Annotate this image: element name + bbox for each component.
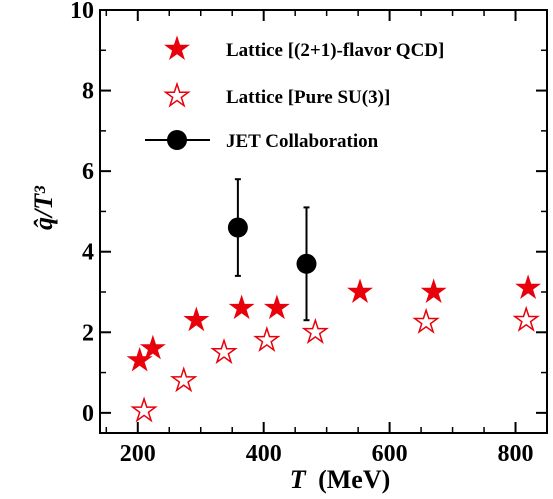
axis-titles: T (MeV) q̂/T³	[29, 185, 390, 494]
x-tick-label: 800	[498, 441, 534, 467]
x-axis-unit: (MeV)	[318, 465, 390, 494]
y-tick-label: 4	[82, 240, 94, 266]
data-point	[347, 278, 373, 304]
legend-marker	[163, 81, 191, 108]
legend-item: JET Collaboration	[145, 130, 379, 152]
y-tick-label: 8	[82, 79, 94, 105]
legend-label: Lattice [Pure SU(3)]	[226, 87, 390, 108]
legend-item: Lattice [(2+1)-flavor QCD]	[164, 35, 444, 61]
series-star-filled	[126, 274, 542, 372]
x-tick-label: 200	[120, 441, 156, 467]
data-point	[170, 366, 198, 393]
x-tick-label: 600	[372, 441, 408, 467]
data-point	[228, 294, 255, 320]
data-point	[139, 334, 166, 360]
legend: Lattice [(2+1)-flavor QCD] Lattice [Pure …	[145, 35, 444, 152]
y-tick-label: 10	[70, 0, 94, 24]
data-point	[210, 338, 238, 365]
y-tick-label: 0	[82, 401, 94, 427]
y-tick-label: 6	[82, 159, 94, 185]
data-point	[420, 278, 447, 304]
data-point	[412, 307, 440, 334]
x-axis-title: T (MeV)	[290, 465, 391, 494]
axis-ticks: 200 400 600 800 0 2 4 6 8 10	[70, 0, 547, 467]
legend-label: Lattice [(2+1)-flavor QCD]	[226, 40, 444, 61]
data-point	[130, 396, 158, 423]
data-point	[296, 253, 317, 274]
data-point	[253, 325, 281, 353]
y-tick-label: 2	[82, 320, 94, 346]
data-point	[263, 294, 290, 320]
data-point	[183, 306, 210, 332]
legend-marker	[167, 130, 187, 150]
x-tick-label: 400	[246, 441, 282, 467]
series-layer	[126, 178, 542, 423]
data-point	[515, 274, 542, 299]
legend-item: Lattice [Pure SU(3)]	[163, 81, 390, 108]
series-star-open	[130, 305, 540, 423]
x-axis-variable: T	[290, 465, 307, 494]
data-point	[512, 305, 540, 332]
data-point	[227, 217, 248, 238]
legend-marker	[164, 35, 190, 61]
plot-frame	[99, 9, 548, 434]
y-axis-title: q̂/T³	[29, 185, 58, 230]
legend-label: JET Collaboration	[226, 131, 379, 152]
data-point	[301, 317, 330, 344]
series-circle	[227, 178, 317, 322]
plot-border	[99, 9, 548, 434]
